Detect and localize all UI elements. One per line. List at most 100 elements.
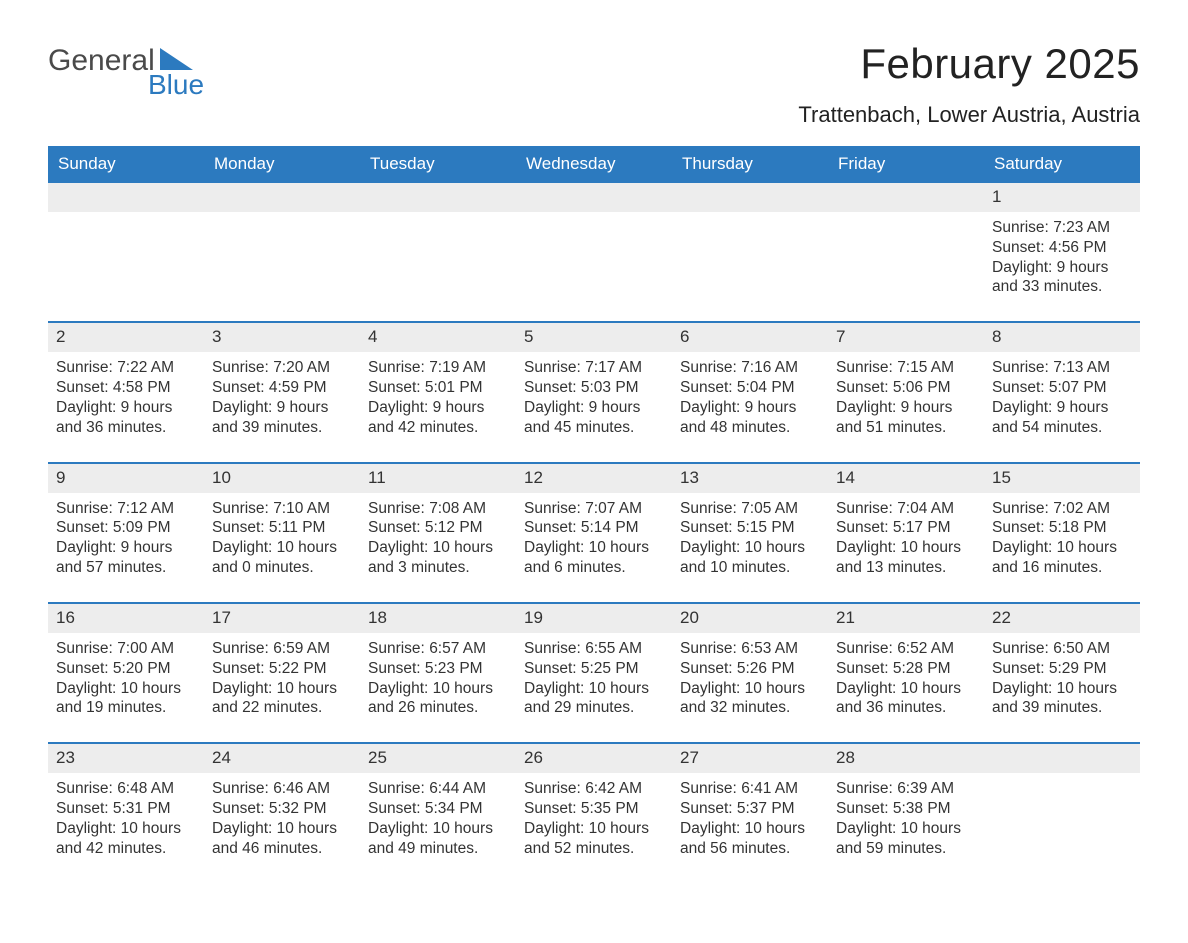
sunrise-label: Sunrise: bbox=[368, 780, 425, 797]
daylight-line: Daylight: 9 hours and 45 minutes. bbox=[524, 398, 664, 438]
sunset-value: 5:07 PM bbox=[1049, 379, 1107, 396]
sunrise-line: Sunrise: 7:04 AM bbox=[836, 499, 976, 519]
svg-text:General: General bbox=[48, 44, 155, 77]
sunset-line: Sunset: 5:31 PM bbox=[56, 799, 196, 819]
sunset-value: 5:18 PM bbox=[1049, 519, 1107, 536]
sunrise-value: 7:22 AM bbox=[117, 359, 174, 376]
sunrise-label: Sunrise: bbox=[212, 359, 269, 376]
day-number: 14 bbox=[828, 464, 984, 493]
sunrise-label: Sunrise: bbox=[212, 500, 269, 517]
day-number: 5 bbox=[516, 323, 672, 352]
sunset-label: Sunset: bbox=[836, 660, 889, 677]
day-details: Sunrise: 7:23 AMSunset: 4:56 PMDaylight:… bbox=[984, 212, 1140, 297]
day-number bbox=[984, 744, 1140, 773]
daylight-label: Daylight: bbox=[524, 539, 584, 556]
daylight-line: Daylight: 10 hours and 39 minutes. bbox=[992, 679, 1132, 719]
sunrise-value: 6:39 AM bbox=[897, 780, 954, 797]
sunset-value: 5:26 PM bbox=[737, 660, 795, 677]
daylight-label: Daylight: bbox=[524, 680, 584, 697]
calendar-day: 11Sunrise: 7:08 AMSunset: 5:12 PMDayligh… bbox=[360, 464, 516, 602]
sunrise-line: Sunrise: 6:48 AM bbox=[56, 779, 196, 799]
day-details: Sunrise: 6:42 AMSunset: 5:35 PMDaylight:… bbox=[516, 773, 672, 858]
daylight-label: Daylight: bbox=[212, 680, 272, 697]
sunrise-label: Sunrise: bbox=[836, 780, 893, 797]
day-number bbox=[204, 183, 360, 212]
day-of-week-header: SundayMondayTuesdayWednesdayThursdayFrid… bbox=[48, 146, 1140, 183]
sunrise-label: Sunrise: bbox=[836, 640, 893, 657]
sunset-line: Sunset: 4:59 PM bbox=[212, 378, 352, 398]
calendar-day bbox=[360, 183, 516, 321]
sunrise-label: Sunrise: bbox=[212, 640, 269, 657]
daylight-line: Daylight: 10 hours and 13 minutes. bbox=[836, 538, 976, 578]
day-number bbox=[828, 183, 984, 212]
daylight-label: Daylight: bbox=[524, 820, 584, 837]
sunset-value: 5:11 PM bbox=[269, 519, 326, 536]
title-block: February 2025 Trattenbach, Lower Austria… bbox=[798, 40, 1140, 128]
sunset-line: Sunset: 5:26 PM bbox=[680, 659, 820, 679]
sunset-line: Sunset: 5:03 PM bbox=[524, 378, 664, 398]
daylight-label: Daylight: bbox=[992, 680, 1052, 697]
sunset-value: 5:04 PM bbox=[737, 379, 795, 396]
sunset-label: Sunset: bbox=[56, 660, 109, 677]
daylight-line: Daylight: 10 hours and 0 minutes. bbox=[212, 538, 352, 578]
day-number: 2 bbox=[48, 323, 204, 352]
calendar-day: 17Sunrise: 6:59 AMSunset: 5:22 PMDayligh… bbox=[204, 604, 360, 742]
sunset-line: Sunset: 5:32 PM bbox=[212, 799, 352, 819]
daylight-line: Daylight: 10 hours and 10 minutes. bbox=[680, 538, 820, 578]
daylight-label: Daylight: bbox=[836, 820, 896, 837]
sunset-label: Sunset: bbox=[368, 519, 421, 536]
calendar-day: 1Sunrise: 7:23 AMSunset: 4:56 PMDaylight… bbox=[984, 183, 1140, 321]
dow-label: Saturday bbox=[984, 146, 1140, 183]
sunrise-line: Sunrise: 7:17 AM bbox=[524, 358, 664, 378]
sunrise-value: 7:02 AM bbox=[1053, 500, 1110, 517]
daylight-label: Daylight: bbox=[56, 539, 116, 556]
calendar-day: 4Sunrise: 7:19 AMSunset: 5:01 PMDaylight… bbox=[360, 323, 516, 461]
calendar-day bbox=[828, 183, 984, 321]
sunset-value: 5:25 PM bbox=[581, 660, 639, 677]
sunrise-label: Sunrise: bbox=[212, 780, 269, 797]
sunrise-label: Sunrise: bbox=[56, 780, 113, 797]
sunrise-label: Sunrise: bbox=[368, 640, 425, 657]
sunrise-line: Sunrise: 7:16 AM bbox=[680, 358, 820, 378]
daylight-line: Daylight: 9 hours and 51 minutes. bbox=[836, 398, 976, 438]
calendar-day: 8Sunrise: 7:13 AMSunset: 5:07 PMDaylight… bbox=[984, 323, 1140, 461]
day-number: 4 bbox=[360, 323, 516, 352]
sunrise-label: Sunrise: bbox=[368, 359, 425, 376]
sunrise-line: Sunrise: 6:55 AM bbox=[524, 639, 664, 659]
calendar-day: 13Sunrise: 7:05 AMSunset: 5:15 PMDayligh… bbox=[672, 464, 828, 602]
daylight-line: Daylight: 9 hours and 42 minutes. bbox=[368, 398, 508, 438]
calendar-day: 26Sunrise: 6:42 AMSunset: 5:35 PMDayligh… bbox=[516, 744, 672, 882]
sunrise-line: Sunrise: 7:13 AM bbox=[992, 358, 1132, 378]
daylight-line: Daylight: 10 hours and 3 minutes. bbox=[368, 538, 508, 578]
day-number: 25 bbox=[360, 744, 516, 773]
sunset-label: Sunset: bbox=[680, 800, 733, 817]
sunrise-value: 6:42 AM bbox=[585, 780, 642, 797]
sunset-value: 5:15 PM bbox=[737, 519, 795, 536]
sunrise-label: Sunrise: bbox=[524, 500, 581, 517]
sunrise-label: Sunrise: bbox=[836, 500, 893, 517]
day-details: Sunrise: 7:10 AMSunset: 5:11 PMDaylight:… bbox=[204, 493, 360, 578]
sunrise-value: 7:13 AM bbox=[1053, 359, 1110, 376]
sunrise-label: Sunrise: bbox=[680, 359, 737, 376]
calendar-day: 14Sunrise: 7:04 AMSunset: 5:17 PMDayligh… bbox=[828, 464, 984, 602]
day-number: 27 bbox=[672, 744, 828, 773]
daylight-line: Daylight: 10 hours and 19 minutes. bbox=[56, 679, 196, 719]
daylight-line: Daylight: 9 hours and 54 minutes. bbox=[992, 398, 1132, 438]
sunrise-line: Sunrise: 7:00 AM bbox=[56, 639, 196, 659]
daylight-line: Daylight: 9 hours and 36 minutes. bbox=[56, 398, 196, 438]
calendar-day: 23Sunrise: 6:48 AMSunset: 5:31 PMDayligh… bbox=[48, 744, 204, 882]
sunrise-value: 6:53 AM bbox=[741, 640, 798, 657]
day-details: Sunrise: 7:12 AMSunset: 5:09 PMDaylight:… bbox=[48, 493, 204, 578]
calendar-day: 2Sunrise: 7:22 AMSunset: 4:58 PMDaylight… bbox=[48, 323, 204, 461]
brand-logo: General Blue bbox=[48, 40, 228, 106]
sunrise-line: Sunrise: 7:22 AM bbox=[56, 358, 196, 378]
sunset-value: 4:58 PM bbox=[113, 379, 171, 396]
sunset-label: Sunset: bbox=[212, 800, 265, 817]
sunset-value: 5:06 PM bbox=[893, 379, 951, 396]
sunset-label: Sunset: bbox=[212, 379, 265, 396]
sunrise-line: Sunrise: 6:53 AM bbox=[680, 639, 820, 659]
sunset-line: Sunset: 5:20 PM bbox=[56, 659, 196, 679]
daylight-label: Daylight: bbox=[56, 399, 116, 416]
daylight-label: Daylight: bbox=[368, 680, 428, 697]
daylight-label: Daylight: bbox=[992, 259, 1052, 276]
